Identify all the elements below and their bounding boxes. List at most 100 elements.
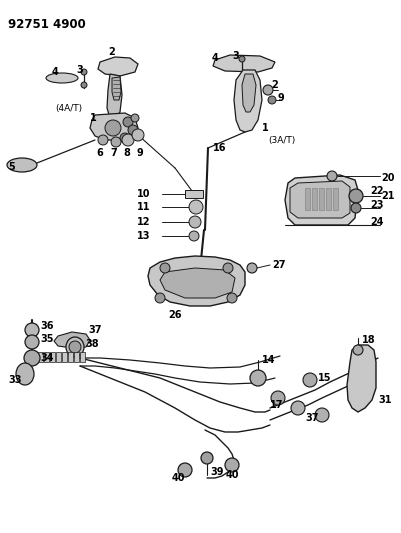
Circle shape — [132, 129, 144, 141]
Text: 37: 37 — [88, 325, 101, 335]
Text: 34: 34 — [40, 353, 53, 363]
Text: 2: 2 — [270, 80, 277, 90]
Polygon shape — [233, 70, 261, 132]
Text: 22: 22 — [369, 186, 383, 196]
Bar — [56, 352, 61, 362]
Polygon shape — [54, 332, 90, 348]
Bar — [62, 352, 67, 362]
Text: 40: 40 — [225, 470, 239, 480]
Circle shape — [350, 203, 360, 213]
Bar — [50, 352, 55, 362]
Polygon shape — [148, 256, 244, 306]
Text: 9: 9 — [137, 148, 144, 158]
Text: 2: 2 — [108, 47, 115, 57]
Circle shape — [123, 117, 133, 127]
Bar — [38, 352, 43, 362]
Circle shape — [25, 323, 39, 337]
Circle shape — [249, 370, 265, 386]
Text: 14: 14 — [261, 355, 275, 365]
Text: 3: 3 — [231, 51, 238, 61]
Circle shape — [131, 114, 139, 122]
Polygon shape — [90, 113, 138, 140]
Circle shape — [302, 373, 316, 387]
Bar — [32, 352, 37, 362]
Circle shape — [227, 293, 237, 303]
Circle shape — [188, 200, 203, 214]
Text: 38: 38 — [85, 339, 98, 349]
Polygon shape — [98, 57, 138, 76]
Polygon shape — [107, 74, 122, 120]
Circle shape — [155, 293, 164, 303]
Ellipse shape — [16, 363, 34, 385]
Circle shape — [188, 231, 198, 241]
Bar — [44, 352, 49, 362]
Circle shape — [81, 69, 87, 75]
Polygon shape — [112, 77, 121, 100]
Circle shape — [225, 458, 239, 472]
Text: 1: 1 — [90, 113, 97, 123]
Text: 35: 35 — [40, 334, 53, 344]
Text: 33: 33 — [8, 375, 21, 385]
Bar — [304, 188, 309, 210]
Text: 27: 27 — [271, 260, 285, 270]
Text: 8: 8 — [123, 148, 130, 158]
Circle shape — [188, 216, 200, 228]
Text: (4A/T): (4A/T) — [55, 103, 82, 112]
Bar — [74, 352, 79, 362]
Text: 23: 23 — [369, 200, 383, 210]
Text: 10: 10 — [136, 189, 150, 199]
Ellipse shape — [66, 337, 84, 357]
Circle shape — [160, 263, 170, 273]
Bar — [318, 188, 323, 210]
Text: 7: 7 — [110, 148, 116, 158]
Text: 6: 6 — [96, 148, 103, 158]
Circle shape — [128, 125, 138, 135]
Text: 21: 21 — [380, 191, 393, 201]
Ellipse shape — [46, 73, 78, 83]
Circle shape — [24, 350, 40, 366]
Circle shape — [352, 345, 362, 355]
Polygon shape — [213, 55, 274, 72]
Text: 16: 16 — [213, 143, 226, 153]
Circle shape — [69, 341, 81, 353]
Text: 20: 20 — [380, 173, 393, 183]
Circle shape — [262, 85, 272, 95]
Text: 15: 15 — [317, 373, 331, 383]
Circle shape — [239, 56, 244, 62]
Text: 92751 4900: 92751 4900 — [8, 18, 85, 31]
Circle shape — [25, 335, 39, 349]
Text: 37: 37 — [304, 413, 318, 423]
Text: 9: 9 — [277, 93, 284, 103]
Text: 36: 36 — [40, 321, 53, 331]
Text: 4: 4 — [52, 67, 59, 77]
Text: 40: 40 — [172, 473, 185, 483]
Text: 13: 13 — [136, 231, 150, 241]
Circle shape — [270, 391, 284, 405]
Polygon shape — [160, 268, 235, 298]
Polygon shape — [346, 345, 375, 412]
Bar — [311, 188, 316, 210]
Circle shape — [105, 120, 121, 136]
Text: (3A/T): (3A/T) — [267, 135, 294, 144]
Polygon shape — [289, 181, 349, 218]
Text: 1: 1 — [261, 123, 268, 133]
Text: 4: 4 — [211, 53, 218, 63]
Circle shape — [246, 263, 256, 273]
Text: 12: 12 — [136, 217, 150, 227]
Circle shape — [200, 452, 213, 464]
Circle shape — [98, 135, 108, 145]
Circle shape — [111, 137, 121, 147]
Text: 26: 26 — [168, 310, 181, 320]
Polygon shape — [241, 74, 255, 112]
Circle shape — [178, 463, 192, 477]
Polygon shape — [284, 175, 357, 225]
Text: 3: 3 — [76, 65, 83, 75]
Circle shape — [348, 189, 362, 203]
Circle shape — [81, 82, 87, 88]
Text: 24: 24 — [369, 217, 383, 227]
Circle shape — [120, 133, 130, 143]
Text: 5: 5 — [8, 162, 15, 172]
Circle shape — [223, 263, 233, 273]
Bar — [332, 188, 337, 210]
Bar — [80, 352, 85, 362]
